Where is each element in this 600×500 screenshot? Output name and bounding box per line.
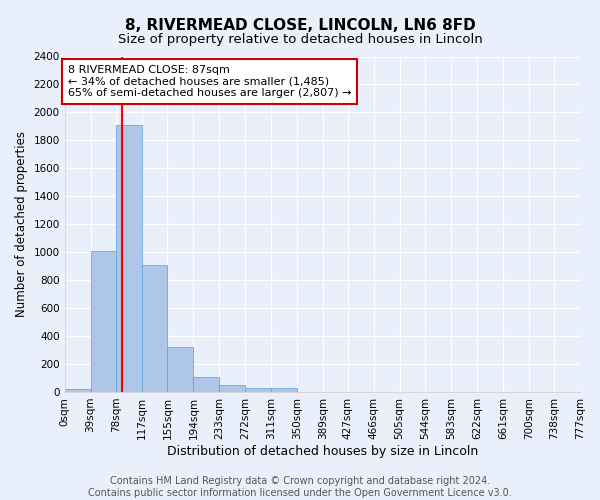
X-axis label: Distribution of detached houses by size in Lincoln: Distribution of detached houses by size …: [167, 444, 478, 458]
Bar: [219, 385, 245, 392]
Bar: [65, 389, 91, 392]
Bar: [193, 376, 219, 392]
Y-axis label: Number of detached properties: Number of detached properties: [15, 131, 28, 317]
Bar: [142, 265, 167, 392]
Text: 8, RIVERMEAD CLOSE, LINCOLN, LN6 8FD: 8, RIVERMEAD CLOSE, LINCOLN, LN6 8FD: [125, 18, 475, 32]
Bar: [91, 251, 116, 392]
Bar: [271, 388, 297, 392]
Text: 8 RIVERMEAD CLOSE: 87sqm
← 34% of detached houses are smaller (1,485)
65% of sem: 8 RIVERMEAD CLOSE: 87sqm ← 34% of detach…: [68, 65, 352, 98]
Text: Contains HM Land Registry data © Crown copyright and database right 2024.
Contai: Contains HM Land Registry data © Crown c…: [88, 476, 512, 498]
Bar: [116, 125, 142, 392]
Bar: [245, 388, 271, 392]
Bar: [167, 347, 193, 392]
Text: Size of property relative to detached houses in Lincoln: Size of property relative to detached ho…: [118, 32, 482, 46]
